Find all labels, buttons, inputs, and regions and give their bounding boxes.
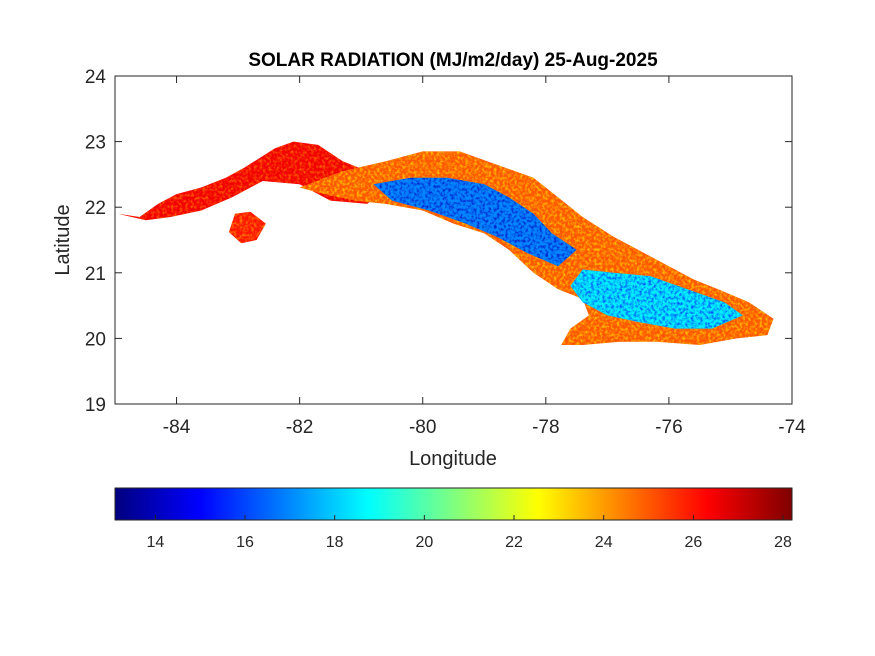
x-tick-label: -80 (409, 417, 436, 438)
colorbar: 14 16 18 20 22 24 26 28 (114, 487, 793, 551)
y-tick-label: 23 (85, 133, 106, 154)
colorbar-gradient (114, 487, 793, 521)
colorbar-tick-label: 14 (146, 534, 164, 551)
colorbar-tick-label: 16 (236, 534, 254, 551)
colorbar-tick-label: 18 (326, 534, 344, 551)
y-tick-label: 21 (85, 264, 106, 285)
map-region-texture-3 (570, 269, 743, 329)
map-plot-area (114, 75, 793, 405)
colorbar-tick-label: 22 (505, 534, 523, 551)
colorbar-tick-label: 24 (595, 534, 613, 551)
y-tick-label: 24 (85, 67, 107, 88)
x-tick-label: -82 (286, 417, 313, 438)
colorbar-ticks: 14 16 18 20 22 24 26 28 (146, 515, 792, 551)
map-region-texture-0 (118, 141, 386, 221)
x-tick-label: -76 (655, 417, 682, 438)
x-tick-label: -84 (163, 417, 191, 438)
y-axis-label: Latitude (52, 204, 74, 275)
y-tick-label: 19 (85, 395, 106, 416)
map-region-texture-2 (373, 177, 577, 267)
x-tick-label: -78 (532, 417, 559, 438)
y-tick-label: 20 (85, 329, 106, 350)
y-tick-label: 22 (85, 198, 106, 219)
colorbar-tick-label: 20 (415, 534, 433, 551)
x-axis-label: Longitude (409, 448, 497, 470)
colorbar-tick-label: 28 (774, 534, 792, 551)
colorbar-tick-label: 26 (684, 534, 702, 551)
x-axis-ticks: -84 -82 -80 -78 -76 -74 (163, 76, 806, 438)
x-tick-label: -74 (778, 417, 806, 438)
map-region-texture-4 (228, 211, 266, 244)
chart-title: SOLAR RADIATION (MJ/m2/day) 25-Aug-2025 (248, 50, 658, 71)
y-axis-ticks: 19 20 21 22 23 24 (85, 67, 792, 416)
map-regions (118, 141, 774, 345)
